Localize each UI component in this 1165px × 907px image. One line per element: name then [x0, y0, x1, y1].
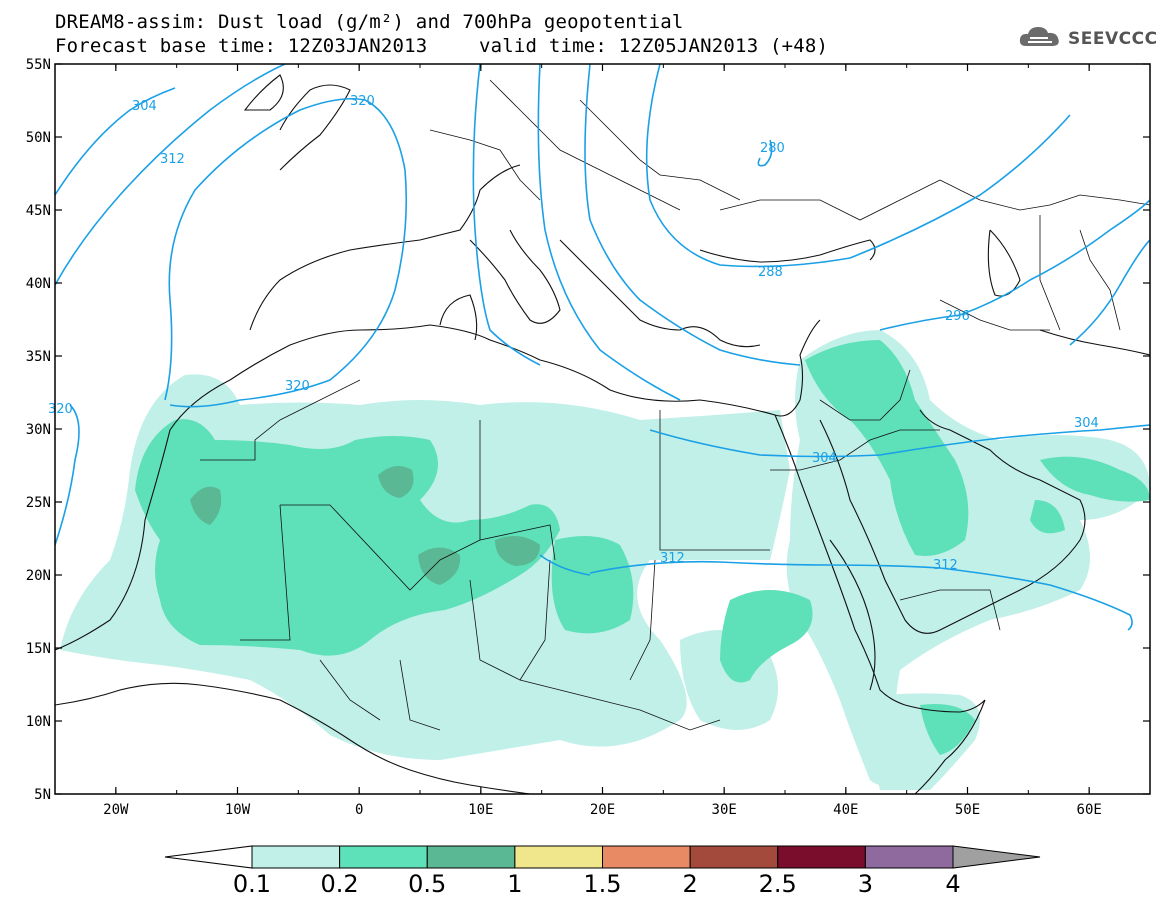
- contour-label: 304: [132, 99, 157, 114]
- colorbar-label: 0.2: [321, 870, 359, 898]
- lon-tick-label: 10E: [468, 802, 493, 818]
- lat-tick-label: 15N: [26, 641, 51, 657]
- lon-tick-label: 50E: [955, 802, 980, 818]
- contour-label: 280: [760, 141, 785, 156]
- colorbar-segment: [602, 845, 691, 869]
- colorbar-segment: [514, 845, 603, 869]
- colorbar-label: 4: [945, 870, 960, 898]
- contour-label: 312: [933, 558, 958, 573]
- colorbar-label: 1.5: [583, 870, 621, 898]
- contour-label: 304: [812, 451, 837, 466]
- colorbar-label: 2: [682, 870, 697, 898]
- lon-tick-label: 10W: [225, 802, 251, 818]
- dust-field-dark: [190, 466, 540, 585]
- map-subtitle: Forecast base time: 12Z03JAN2013 valid ti…: [55, 35, 828, 57]
- colorbar-label: 3: [858, 870, 873, 898]
- colorbar-segment: [777, 845, 866, 869]
- latitude-axis: 55N 50N 45N 40N 35N 30N 25N 20N 15N 10N 5N: [26, 57, 1150, 803]
- lat-tick-label: 40N: [26, 276, 51, 292]
- contour-label: 296: [945, 309, 970, 324]
- seevccc-logo: SEEVCCC: [1018, 24, 1158, 54]
- colorbar-label: 1: [507, 870, 522, 898]
- colorbar-label: 0.5: [408, 870, 446, 898]
- contour-label: 288: [758, 265, 783, 280]
- lat-tick-label: 35N: [26, 349, 51, 365]
- contour-labels: 304 320 312 280 288 296 320 320 304 304 …: [48, 94, 1099, 573]
- valid-time: valid time: 12Z05JAN2013 (+48): [479, 35, 829, 57]
- lon-tick-label: 40E: [833, 802, 858, 818]
- lon-tick-label: 20E: [590, 802, 615, 818]
- contour-label: 320: [350, 94, 375, 109]
- dust-field-medium: [135, 340, 1150, 755]
- colorbar-segment: [864, 845, 954, 869]
- colorbar: 0.1 0.2 0.5 1 1.5 2 2.5 3 4: [164, 845, 1041, 898]
- lat-tick-label: 30N: [26, 422, 51, 438]
- contour-label: 320: [48, 402, 73, 417]
- contour-label: 312: [660, 551, 685, 566]
- contour-label: 312: [160, 152, 185, 167]
- longitude-axis: 20W 10W 0 10E 20E 30E 40E 50E 60E: [54, 64, 1151, 818]
- map-content: [55, 64, 1150, 794]
- lat-tick-label: 25N: [26, 495, 51, 511]
- colorbar-segment: [689, 845, 779, 869]
- lat-tick-label: 45N: [26, 203, 51, 219]
- lat-tick-label: 5N: [34, 787, 51, 803]
- lon-tick-label: 0: [355, 802, 363, 818]
- colorbar-overflow-triangle: [952, 845, 1041, 869]
- base-time: Forecast base time: 12Z03JAN2013: [55, 35, 428, 57]
- colorbar-label: 0.1: [233, 870, 271, 898]
- lat-tick-label: 10N: [26, 714, 51, 730]
- contour-label: 304: [1074, 416, 1099, 431]
- contour-label: 320: [285, 379, 310, 394]
- lon-tick-label: 30E: [712, 802, 737, 818]
- colorbar-segment: [426, 845, 516, 869]
- geopotential-contours: [55, 64, 1150, 631]
- lat-tick-label: 50N: [26, 130, 51, 146]
- cloud-icon: [1018, 24, 1062, 54]
- coastlines: [55, 74, 1150, 794]
- colorbar-underflow-triangle: [164, 845, 253, 869]
- lat-tick-label: 55N: [26, 57, 51, 73]
- colorbar-segment: [251, 845, 341, 869]
- lon-tick-label: 20W: [103, 802, 129, 818]
- lon-tick-label: 60E: [1077, 802, 1102, 818]
- map-title: DREAM8-assim: Dust load (g/m²) and 700hP…: [55, 11, 684, 33]
- colorbar-label: 2.5: [759, 870, 797, 898]
- country-borders: [200, 79, 1150, 731]
- lat-tick-label: 20N: [26, 568, 51, 584]
- colorbar-segment: [339, 845, 428, 869]
- logo-text: SEEVCCC: [1068, 29, 1158, 49]
